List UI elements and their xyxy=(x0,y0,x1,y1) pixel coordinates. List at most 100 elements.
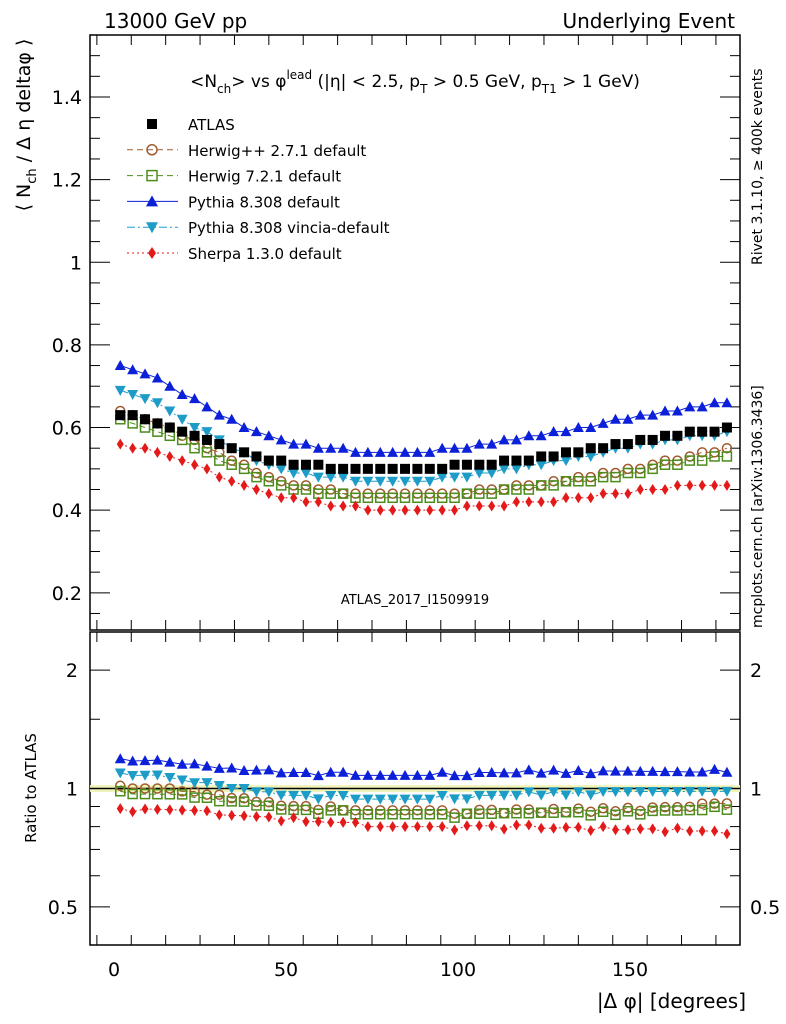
ratio-data-point xyxy=(203,805,211,817)
data-point xyxy=(424,446,436,457)
data-point xyxy=(265,488,273,500)
data-point xyxy=(164,406,176,417)
data-point xyxy=(177,426,188,437)
data-point xyxy=(661,484,669,496)
y-axis-label: ⟨ Nch / Δ η deltaφ ⟩ xyxy=(13,39,40,212)
ratio-data-point xyxy=(399,809,411,820)
ratio-data-point xyxy=(263,800,275,812)
data-point xyxy=(189,423,201,434)
side-label-rivet: Rivet 3.1.10, ≥ 400k events xyxy=(750,68,766,265)
data-point xyxy=(226,459,237,470)
data-point xyxy=(686,479,694,491)
data-point xyxy=(412,492,423,504)
ratio-data-point xyxy=(597,806,609,818)
ratio-data-point xyxy=(399,769,411,780)
ratio-data-point xyxy=(189,778,201,789)
ratio-data-point xyxy=(127,770,139,781)
data-point xyxy=(275,480,287,491)
data-point xyxy=(290,492,298,504)
data-point xyxy=(500,500,508,512)
ratio-data-point xyxy=(201,792,213,803)
data-point xyxy=(191,459,199,471)
data-point xyxy=(436,472,448,483)
data-point xyxy=(288,438,300,449)
data-point xyxy=(327,500,335,512)
ratio-data-point xyxy=(622,787,634,798)
series-0 xyxy=(115,410,732,474)
data-point xyxy=(511,484,522,495)
data-point xyxy=(684,455,696,466)
ratio-data-point xyxy=(634,787,646,798)
ratio-data-point xyxy=(673,822,681,834)
x-tick-label: 0 xyxy=(108,959,120,981)
data-point xyxy=(599,488,607,500)
ratio-data-point xyxy=(201,778,213,789)
data-point xyxy=(114,385,126,396)
ratio-data-point xyxy=(684,786,696,797)
data-point xyxy=(660,430,671,441)
ratio-data-point xyxy=(411,794,423,805)
ratio-plot-data xyxy=(114,753,733,840)
ratio-data-point xyxy=(461,794,473,805)
ratio-data-point xyxy=(622,806,634,817)
data-point xyxy=(213,409,225,420)
ratio-data-point xyxy=(721,766,733,777)
data-point xyxy=(461,442,473,453)
y-tick-label: 0.4 xyxy=(52,500,82,522)
main-axis-ticks: 0.2 0.4 0.6 0.8 1 1.2 1.4 xyxy=(52,35,740,630)
data-point xyxy=(672,430,683,441)
data-point xyxy=(723,479,731,491)
data-point xyxy=(201,447,213,458)
main-plot-frame xyxy=(89,34,741,631)
ratio-data-point xyxy=(498,790,510,801)
data-point xyxy=(263,455,274,466)
ratio-data-point xyxy=(436,766,448,777)
data-point xyxy=(399,476,411,487)
data-point xyxy=(176,388,188,399)
y-tick-label: 1.4 xyxy=(52,87,82,109)
ratio-data-point xyxy=(696,766,708,777)
side-label-mcplots: mcplots.cern.ch [arXiv:1306.3436] xyxy=(750,385,766,628)
ratio-data-point xyxy=(413,821,421,833)
data-point xyxy=(252,484,260,496)
data-point xyxy=(635,434,646,445)
data-point xyxy=(684,426,695,437)
ratio-data-point xyxy=(647,765,659,776)
x-tick-label: 100 xyxy=(440,959,476,981)
data-point xyxy=(238,463,250,475)
ratio-data-point xyxy=(659,805,671,816)
data-point xyxy=(449,442,461,453)
data-point xyxy=(401,504,409,516)
ratio-series-line xyxy=(120,758,728,777)
ratio-data-point xyxy=(572,787,584,798)
ratio-data-point xyxy=(176,775,188,786)
ratio-data-point xyxy=(114,753,126,764)
data-point xyxy=(486,468,498,479)
data-point xyxy=(572,422,584,433)
ratio-data-point xyxy=(449,770,461,781)
ratio-data-point xyxy=(139,783,151,794)
data-point xyxy=(560,426,572,437)
data-point xyxy=(300,468,312,479)
ratio-data-point xyxy=(572,765,584,776)
ratio-data-point xyxy=(647,787,659,798)
ratio-series-line xyxy=(120,785,727,815)
data-point xyxy=(189,442,200,454)
legend-item: ATLAS xyxy=(147,116,235,134)
data-point xyxy=(226,443,237,454)
data-point xyxy=(721,422,732,433)
ratio-data-point xyxy=(265,811,273,823)
data-point xyxy=(499,455,510,466)
data-point xyxy=(486,488,497,499)
data-point xyxy=(573,447,584,458)
data-point xyxy=(510,434,522,445)
data-point xyxy=(411,446,423,457)
legend-marker xyxy=(148,247,156,259)
data-point xyxy=(152,418,163,429)
data-point xyxy=(635,467,646,479)
data-point xyxy=(226,413,238,424)
data-point xyxy=(375,492,386,504)
data-point xyxy=(276,455,287,466)
ratio-tick-label: 0.5 xyxy=(48,897,78,919)
ratio-data-point xyxy=(473,767,485,778)
